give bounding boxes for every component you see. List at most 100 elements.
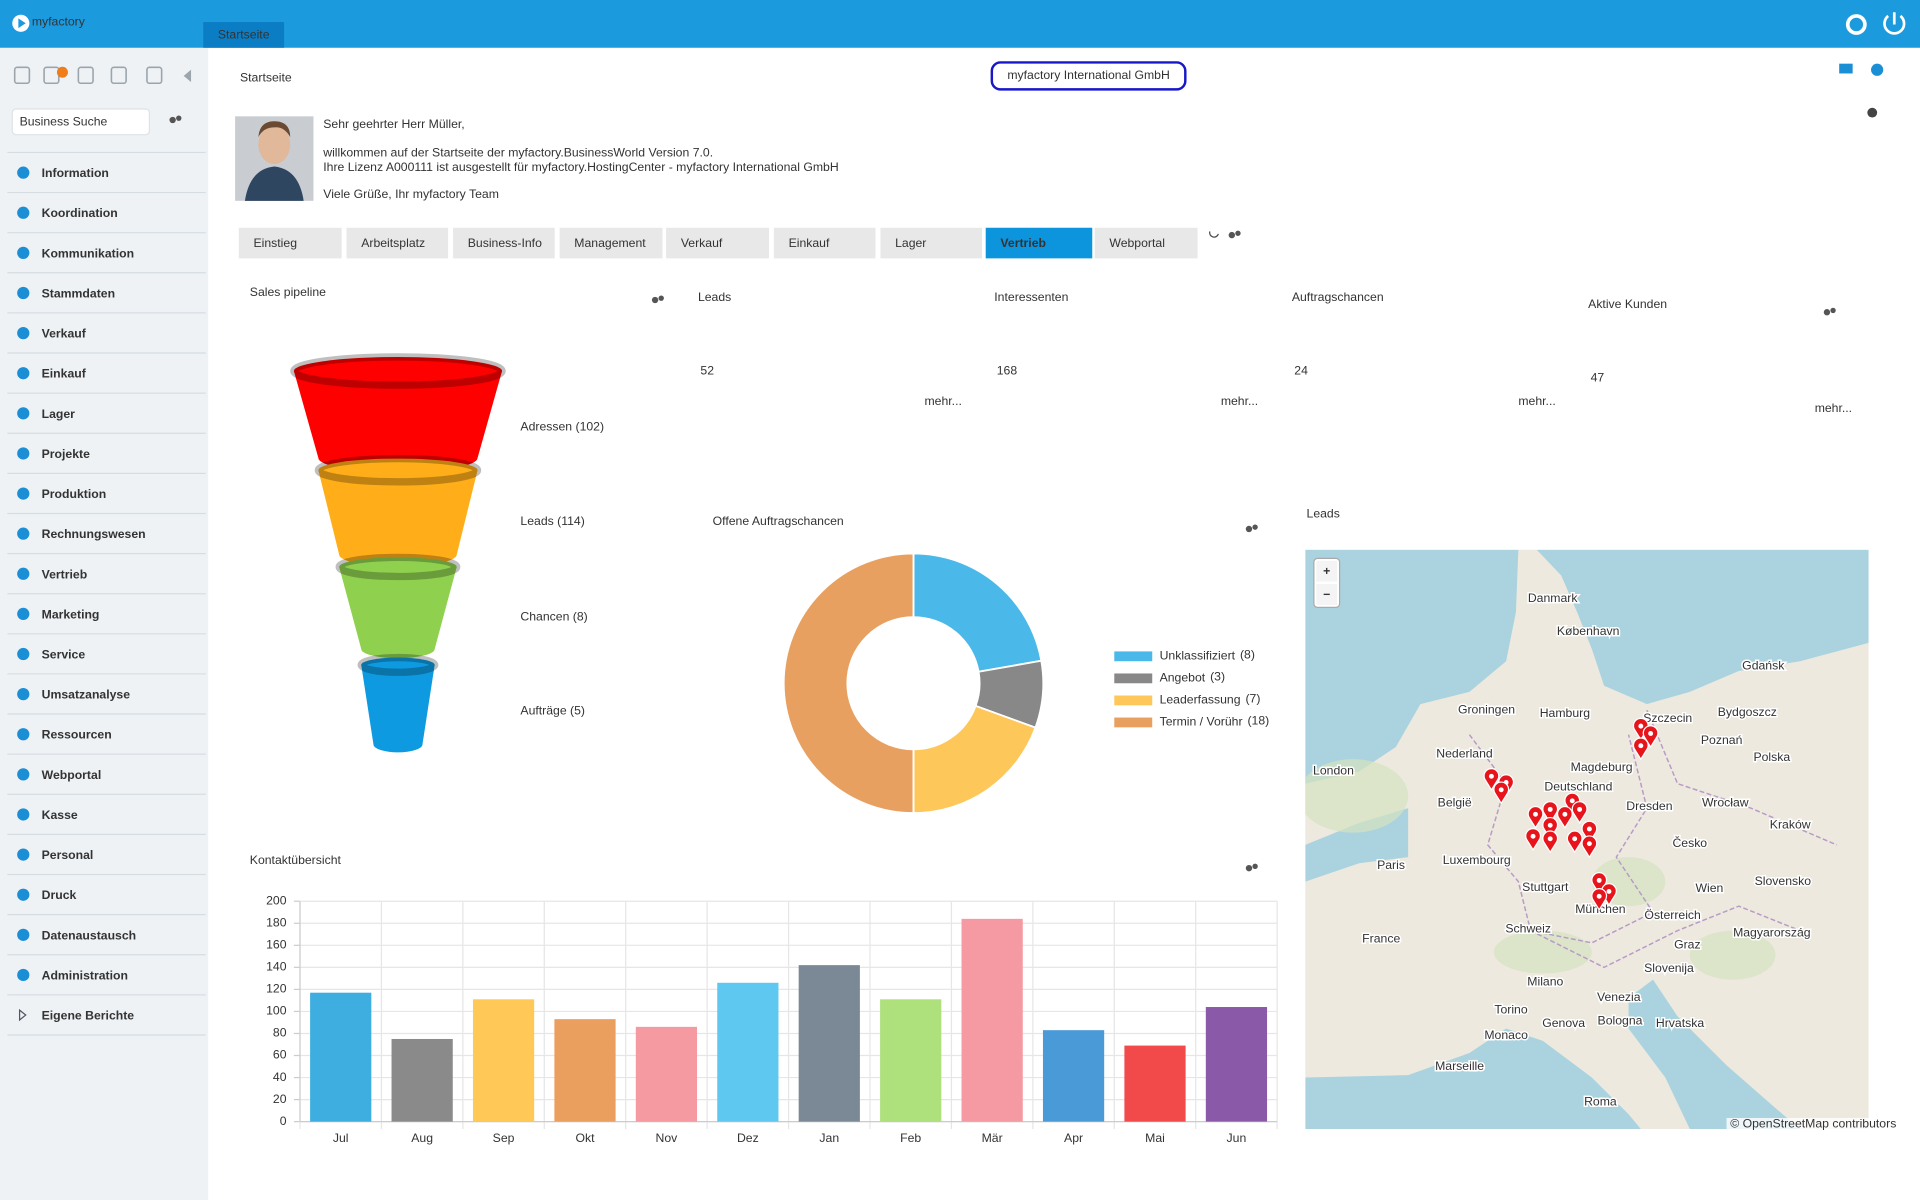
menu-item[interactable]: Druck	[42, 888, 77, 902]
menu-item[interactable]: Lager	[42, 407, 76, 421]
tab[interactable]	[346, 227, 449, 259]
map-border	[1468, 734, 1655, 944]
toolbar-icon[interactable]	[77, 66, 94, 85]
map-pin[interactable]	[1542, 801, 1559, 825]
zoom-in-button[interactable]	[1316, 560, 1338, 582]
map-attribution: © OpenStreetMap contributors	[1730, 1116, 1896, 1130]
menu-item[interactable]: Administration	[42, 968, 128, 982]
map-pin-dot	[1530, 833, 1536, 839]
welcome-text: Viele Grüße, Ihr myfactory Team	[323, 187, 499, 201]
menu-icon	[17, 968, 30, 982]
map-place: Luxembourg	[1443, 853, 1511, 867]
map-place: Wien	[1695, 881, 1723, 895]
map-pin[interactable]	[1642, 725, 1659, 749]
search-box[interactable]	[11, 108, 150, 136]
header-tab[interactable]	[203, 22, 285, 48]
bar	[798, 965, 860, 1122]
menu-item[interactable]: Stammdaten	[42, 286, 115, 300]
settings-icon[interactable]	[1845, 14, 1867, 35]
menu-icon	[17, 647, 30, 661]
map-pin[interactable]	[1542, 830, 1559, 854]
refresh-icon[interactable]	[1209, 231, 1219, 238]
settings-icon	[1235, 230, 1241, 236]
map-pin[interactable]	[1493, 781, 1510, 805]
map-pin[interactable]	[1632, 737, 1649, 761]
tab[interactable]	[773, 227, 876, 259]
map-pin[interactable]	[1542, 817, 1559, 840]
kpi-more[interactable]: mehr...	[1815, 401, 1852, 415]
settings-icon[interactable]	[169, 116, 176, 124]
tab[interactable]	[559, 227, 663, 259]
toolbar-icon[interactable]	[146, 66, 163, 85]
menu-item[interactable]: Webportal	[42, 768, 102, 782]
settings-icon[interactable]	[1245, 525, 1253, 533]
settings-icon[interactable]	[1245, 864, 1253, 872]
legend-label: Angebot	[1160, 671, 1206, 685]
map-pin[interactable]	[1581, 835, 1598, 859]
zoom-out-button[interactable]	[1316, 584, 1338, 605]
tab[interactable]	[1094, 227, 1198, 259]
map-pin[interactable]	[1581, 820, 1598, 844]
chart-title: Kontaktübersicht	[250, 853, 342, 867]
menu-icon	[17, 367, 30, 380]
map-pin[interactable]	[1566, 830, 1583, 854]
menu-item[interactable]: Projekte	[42, 447, 90, 461]
bar	[391, 1038, 453, 1122]
menu-icon	[17, 688, 30, 701]
map-pin[interactable]	[1571, 801, 1588, 825]
x-tick-label: Aug	[411, 1131, 433, 1145]
menu-item[interactable]: Koordination	[42, 206, 118, 220]
menu-item[interactable]: Ressourcen	[42, 728, 112, 742]
y-tick-label: 160	[266, 938, 287, 952]
map-pin[interactable]	[1591, 888, 1608, 911]
map-pin-dot	[1596, 893, 1602, 899]
map-layer	[1305, 549, 1869, 1129]
help-icon[interactable]	[1871, 63, 1884, 76]
settings-icon[interactable]	[1823, 309, 1831, 316]
tab[interactable]	[238, 227, 342, 259]
toolbar-icon[interactable]	[110, 66, 127, 85]
close-icon[interactable]	[1867, 107, 1878, 118]
tab-active[interactable]	[985, 227, 1093, 259]
menu-item[interactable]: Umsatzanalyse	[42, 688, 131, 702]
menu-item[interactable]: Vertrieb	[42, 567, 88, 581]
map-pin[interactable]	[1483, 768, 1500, 791]
map-pin[interactable]	[1556, 806, 1573, 829]
map-pin-dot	[1547, 836, 1553, 842]
menu-item[interactable]: Rechnungswesen	[42, 527, 146, 541]
kpi-more[interactable]: mehr...	[1221, 394, 1258, 408]
funnel-label: Leads (114)	[520, 514, 584, 528]
menu-item[interactable]: Datenaustausch	[42, 928, 137, 942]
map-pin[interactable]	[1527, 806, 1544, 829]
collapse-icon[interactable]	[183, 69, 192, 83]
power-icon[interactable]	[1883, 12, 1906, 35]
mail-icon[interactable]	[1839, 63, 1853, 74]
tab[interactable]	[453, 227, 555, 259]
menu-item[interactable]: Personal	[42, 848, 94, 862]
menu-item[interactable]: Eigene Berichte	[42, 1009, 135, 1023]
map-place: Bydgoszcz	[1718, 705, 1777, 719]
toolbar-icon[interactable]	[13, 66, 31, 85]
menu-item[interactable]: Einkauf	[42, 367, 87, 381]
map-pin[interactable]	[1591, 872, 1608, 896]
menu-item[interactable]: Information	[42, 166, 109, 180]
settings-icon[interactable]	[651, 296, 659, 304]
legend-swatch	[1114, 695, 1153, 706]
bar	[472, 999, 535, 1122]
company-button[interactable]	[990, 61, 1187, 91]
menu-item[interactable]: Kasse	[42, 808, 78, 822]
funnel-segment	[339, 566, 457, 659]
menu-item[interactable]: Marketing	[42, 607, 100, 621]
kpi-more[interactable]: mehr...	[1518, 394, 1555, 408]
map-pin[interactable]	[1525, 828, 1542, 851]
menu-item[interactable]: Kommunikation	[42, 246, 134, 260]
map-place: Polska	[1753, 750, 1790, 764]
menu-item[interactable]: Verkauf	[42, 327, 87, 341]
kpi-value: 52	[700, 363, 714, 377]
tab[interactable]	[880, 227, 983, 259]
tab[interactable]	[666, 227, 769, 259]
menu-item[interactable]: Produktion	[42, 487, 107, 501]
kpi-more[interactable]: mehr...	[924, 394, 961, 408]
settings-icon[interactable]	[1228, 231, 1236, 239]
menu-item[interactable]: Service	[42, 647, 86, 661]
